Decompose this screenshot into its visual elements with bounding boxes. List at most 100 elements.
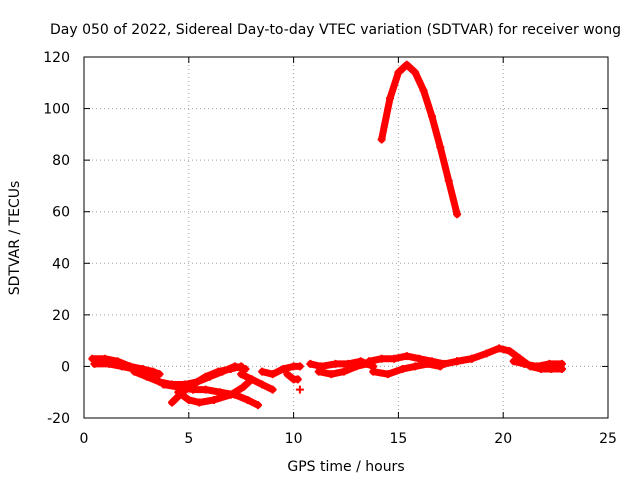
data-point-marker [386, 94, 395, 103]
series-track-line [453, 344, 566, 373]
data-point-marker [293, 375, 302, 384]
data-point-marker [411, 362, 420, 371]
series-track-h [258, 362, 304, 379]
x-axis-label: GPS time / hours [287, 459, 404, 475]
data-point-marker [247, 375, 256, 384]
series-track-j [295, 385, 304, 394]
chart-title: Day 050 of 2022, Sidereal Day-to-day VTE… [50, 22, 621, 38]
x-tick-label: 20 [494, 431, 512, 447]
y-tick-label: 0 [61, 359, 70, 375]
data-point-marker [331, 359, 340, 368]
data-point-marker [545, 359, 554, 368]
data-point-marker [394, 68, 403, 77]
data-point-marker [306, 359, 315, 368]
data-point-marker [258, 380, 267, 389]
data-point-marker [243, 395, 252, 404]
data-point-marker [532, 362, 541, 371]
data-point-marker [283, 370, 292, 379]
data-point-marker [105, 359, 114, 368]
data-point-marker [239, 383, 248, 392]
series-track-g [237, 370, 277, 394]
data-point-marker [327, 370, 336, 379]
data-point-marker [226, 390, 235, 399]
data-point-marker [402, 60, 411, 69]
data-point-marker [195, 398, 204, 407]
data-point-marker [390, 354, 399, 363]
data-point-marker [453, 357, 462, 366]
data-point-marker [253, 401, 262, 410]
series-track-o [377, 60, 462, 219]
series-track-line [91, 360, 161, 378]
data-point-marker [268, 385, 277, 394]
data-point-marker [377, 354, 386, 363]
data-point-marker [398, 365, 407, 374]
series-track-line [237, 370, 277, 394]
y-axis-label: SDTVAR / TECUs [7, 181, 23, 296]
data-point-marker [168, 398, 177, 407]
data-point-marker [314, 367, 323, 376]
data-point-marker [237, 362, 246, 371]
data-point-marker [268, 370, 277, 379]
data-point-marker [436, 362, 445, 371]
data-point-marker [153, 370, 162, 379]
x-tick-label: 15 [389, 431, 407, 447]
data-point-marker [279, 365, 288, 374]
data-point-marker [411, 68, 420, 77]
y-tick-label: 100 [43, 102, 70, 118]
data-point-marker [520, 359, 529, 368]
data-point-marker [436, 143, 445, 152]
series-track-n [369, 359, 445, 379]
data-point-marker [174, 388, 183, 397]
data-point-marker [453, 210, 462, 219]
data-point-marker [377, 135, 386, 144]
y-tick-labels: -20 0 20 40 60 80 100 120 [43, 50, 70, 427]
data-point-marker [415, 354, 424, 363]
y-tick-label: -20 [47, 411, 70, 427]
y-tick-label: 20 [52, 308, 70, 324]
data-point-marker [295, 385, 304, 394]
data-point-marker [505, 346, 514, 355]
x-tick-labels: 0 5 10 15 20 25 [80, 431, 617, 447]
data-point-marker [188, 380, 197, 389]
data-point-marker [258, 367, 267, 376]
x-tick-label: 5 [184, 431, 193, 447]
data-point-marker [427, 112, 436, 121]
data-point-marker [352, 362, 361, 371]
data-point-marker [402, 352, 411, 361]
y-tick-label: 120 [43, 50, 70, 66]
data-point-marker [369, 367, 378, 376]
data-point-marker [482, 349, 491, 358]
series-track-p [453, 344, 566, 374]
plot-frame [83, 56, 609, 419]
data-point-marker [159, 380, 168, 389]
series-track-line [378, 61, 461, 218]
data-point-marker [495, 344, 504, 353]
data-point-marker [184, 395, 193, 404]
y-tick-label: 40 [52, 256, 70, 272]
data-point-marker [423, 359, 432, 368]
data-point-marker [142, 372, 151, 381]
data-point-marker [237, 370, 246, 379]
series-track-q [509, 357, 566, 371]
y-tick-label: 80 [52, 153, 70, 169]
data-point-marker [339, 367, 348, 376]
x-tick-label: 10 [285, 431, 303, 447]
x-tick-label: 25 [599, 431, 617, 447]
data-point-marker [201, 372, 210, 381]
series-track-d [159, 380, 262, 410]
data-point-marker [295, 362, 304, 371]
data-point-marker [130, 367, 139, 376]
data-point-marker [226, 365, 235, 374]
data-point-marker [201, 385, 210, 394]
data-point-marker [117, 362, 126, 371]
series-track-i [283, 370, 302, 384]
data-point-marker [467, 354, 476, 363]
data-point-marker [90, 359, 99, 368]
series-track-line [369, 360, 444, 378]
data-point-marker [209, 395, 218, 404]
data-point-marker [365, 357, 374, 366]
data-point-marker [419, 86, 428, 95]
data-point-marker [509, 357, 518, 366]
data-series [88, 60, 566, 410]
